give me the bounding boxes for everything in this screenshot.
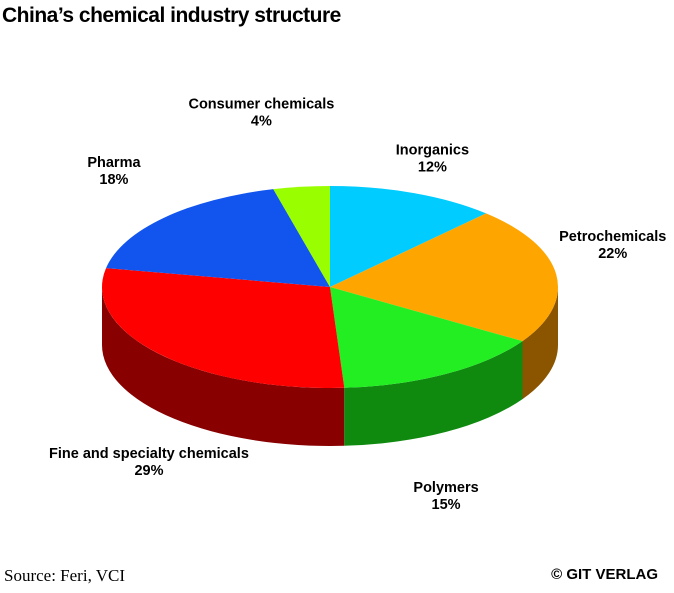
pie-slice-inorganics [330, 186, 487, 287]
pie-side-petrochemicals [522, 287, 558, 400]
slice-label-petrochemicals: Petrochemicals 22% [559, 229, 666, 262]
pie-slice-consumer-chemicals [273, 186, 330, 287]
pie-slice-fine-and-specialty-chemicals [102, 268, 345, 388]
source-note: Source: Feri, VCI [4, 566, 126, 585]
slice-label-polymers: Polymers 15% [413, 480, 478, 513]
slice-label-pharma: Pharma 18% [87, 155, 141, 188]
slice-label-inorganics: Inorganics 12% [396, 142, 469, 175]
copyright-note: © GIT VERLAG [551, 566, 658, 583]
pie-chart: Inorganics 12% Petrochemicals 22% Polymers 15… [49, 97, 666, 513]
pie-slice-pharma [106, 189, 330, 287]
pie-side-polymers [344, 341, 523, 446]
chart-title: China’s chemical industry structure [2, 4, 341, 27]
slice-label-fine-and-specialty-chemicals: Fine and specialty chemicals 29% [49, 446, 249, 479]
pie-slice-petrochemicals [330, 213, 558, 342]
pie-slice-polymers [330, 287, 523, 388]
slice-label-consumer-chemicals: Consumer chemicals 4% [188, 97, 334, 130]
pie-side-fine-and-specialty-chemicals [102, 287, 345, 446]
